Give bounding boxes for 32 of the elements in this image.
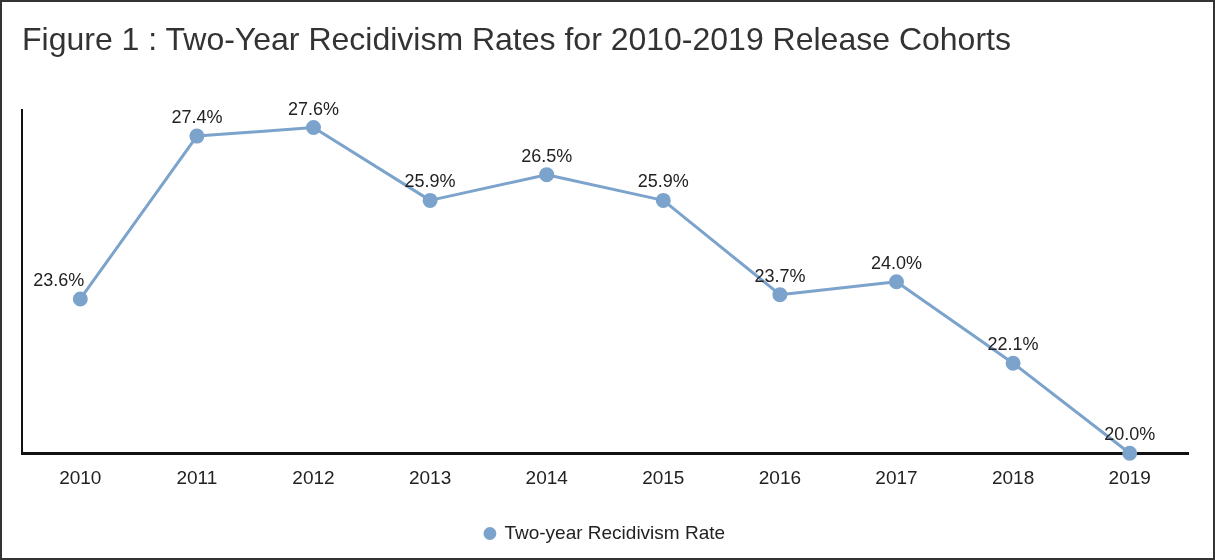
x-tick-label: 2013 xyxy=(408,466,452,488)
x-tick-label: 2010 xyxy=(59,466,102,488)
data-label: 20.0% xyxy=(1104,424,1156,445)
point xyxy=(306,120,321,136)
data-label: 27.6% xyxy=(287,98,340,119)
data-label: 26.5% xyxy=(521,145,573,166)
chart-title: Figure 1 : Two-Year Recidivism Rates for 2010-2019 Release Cohorts xyxy=(22,21,1011,58)
point xyxy=(772,287,788,303)
x-tick-label: 2018 xyxy=(991,466,1035,488)
x-tick-label: 2011 xyxy=(176,466,218,488)
data-label: 27.4% xyxy=(171,107,223,128)
data-label: 22.1% xyxy=(987,334,1039,355)
point xyxy=(539,167,555,183)
point xyxy=(189,128,205,144)
x-tick-label: 2019 xyxy=(1108,466,1151,488)
legend-label: Two-year Recidivism Rate xyxy=(504,521,726,543)
x-tick-label: 2015 xyxy=(642,466,685,488)
x-tick-label: 2012 xyxy=(292,466,335,488)
x-tick-label: 2017 xyxy=(875,466,918,488)
x-tick-label: 2014 xyxy=(525,466,569,488)
x-tick-label: 2016 xyxy=(758,466,802,488)
point xyxy=(655,192,671,208)
data-label: 23.6% xyxy=(33,269,85,290)
point xyxy=(72,291,88,307)
point xyxy=(422,192,438,208)
data-label: 25.9% xyxy=(637,171,689,192)
data-label: 24.0% xyxy=(870,252,923,273)
data-label: 25.9% xyxy=(404,171,456,192)
point xyxy=(1005,355,1021,371)
data-label: 23.7% xyxy=(754,265,806,286)
point xyxy=(1122,445,1138,461)
point xyxy=(889,274,904,290)
